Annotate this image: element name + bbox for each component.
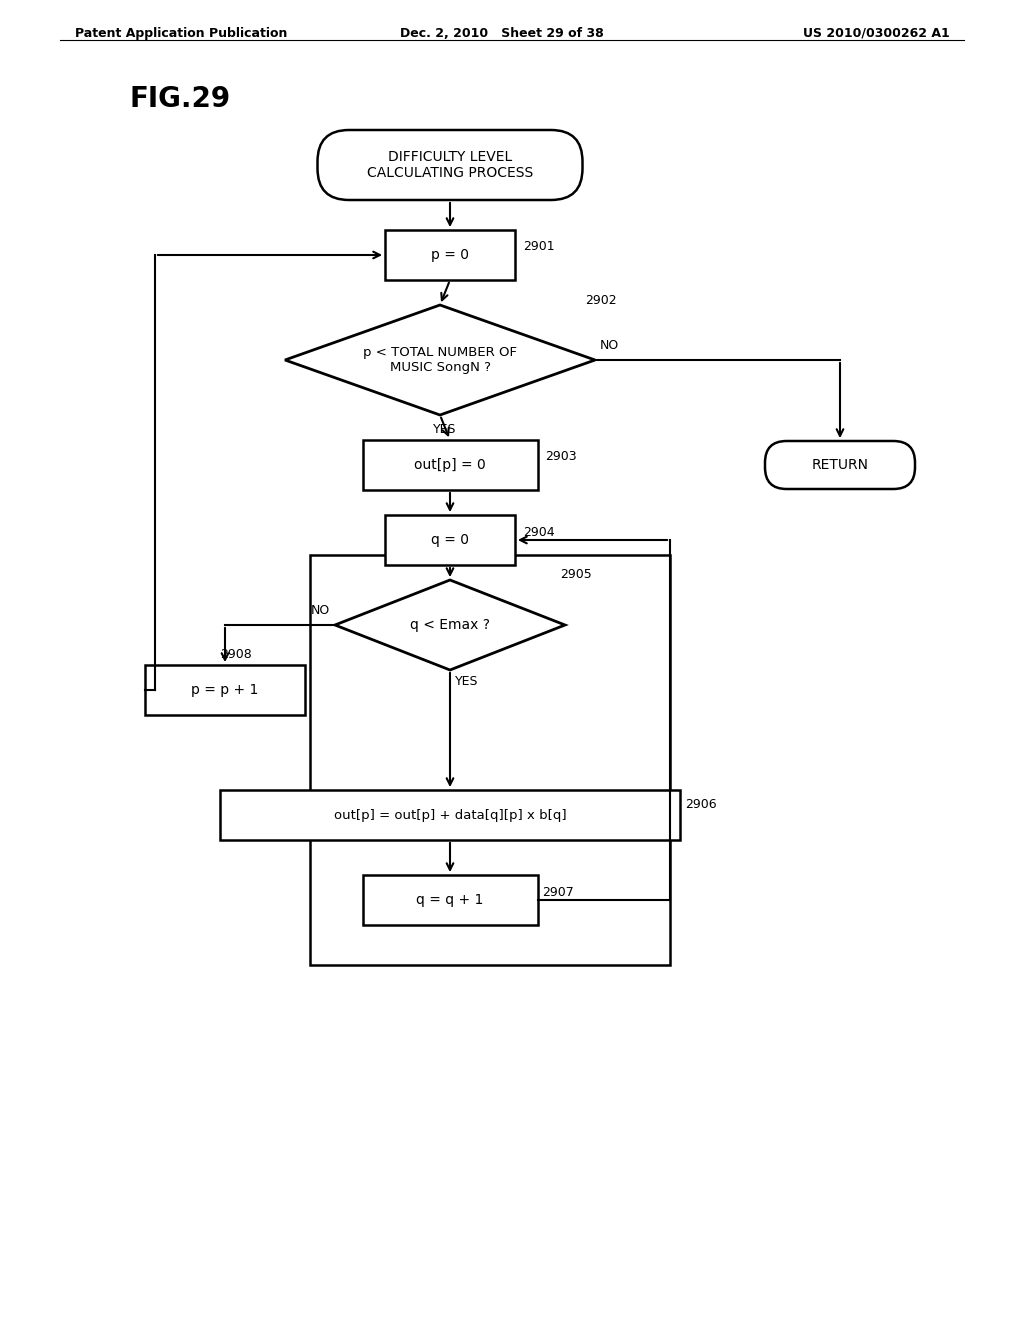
FancyBboxPatch shape — [385, 515, 515, 565]
Text: 2903: 2903 — [546, 450, 578, 463]
Text: p < TOTAL NUMBER OF
MUSIC SongN ?: p < TOTAL NUMBER OF MUSIC SongN ? — [362, 346, 517, 374]
Text: q = 0: q = 0 — [431, 533, 469, 546]
Text: p = 0: p = 0 — [431, 248, 469, 261]
Text: 2906: 2906 — [685, 799, 717, 812]
Text: 2907: 2907 — [543, 886, 574, 899]
FancyBboxPatch shape — [220, 789, 680, 840]
FancyBboxPatch shape — [145, 665, 305, 715]
Text: YES: YES — [433, 422, 457, 436]
Text: YES: YES — [455, 675, 478, 688]
FancyBboxPatch shape — [362, 440, 538, 490]
Text: Patent Application Publication: Patent Application Publication — [75, 26, 288, 40]
Text: DIFFICULTY LEVEL
CALCULATING PROCESS: DIFFICULTY LEVEL CALCULATING PROCESS — [367, 150, 534, 180]
Text: NO: NO — [310, 605, 330, 616]
Text: 2908: 2908 — [220, 648, 252, 661]
FancyBboxPatch shape — [765, 441, 915, 488]
Bar — [310, 554, 670, 965]
Text: q < Emax ?: q < Emax ? — [410, 618, 490, 632]
Text: FIG.29: FIG.29 — [130, 84, 231, 114]
Text: 2901: 2901 — [523, 240, 555, 253]
Text: 2904: 2904 — [523, 525, 555, 539]
FancyBboxPatch shape — [362, 875, 538, 925]
Text: NO: NO — [600, 339, 620, 352]
Text: RETURN: RETURN — [811, 458, 868, 473]
Text: US 2010/0300262 A1: US 2010/0300262 A1 — [803, 26, 950, 40]
Text: q = q + 1: q = q + 1 — [417, 894, 483, 907]
Text: 2902: 2902 — [585, 293, 616, 306]
Text: out[p] = out[p] + data[q][p] x b[q]: out[p] = out[p] + data[q][p] x b[q] — [334, 808, 566, 821]
Text: 2905: 2905 — [560, 569, 592, 582]
FancyBboxPatch shape — [385, 230, 515, 280]
Text: Dec. 2, 2010   Sheet 29 of 38: Dec. 2, 2010 Sheet 29 of 38 — [400, 26, 604, 40]
Text: p = p + 1: p = p + 1 — [191, 682, 259, 697]
Polygon shape — [285, 305, 595, 414]
FancyBboxPatch shape — [317, 129, 583, 201]
Polygon shape — [335, 579, 565, 671]
Text: out[p] = 0: out[p] = 0 — [414, 458, 485, 473]
